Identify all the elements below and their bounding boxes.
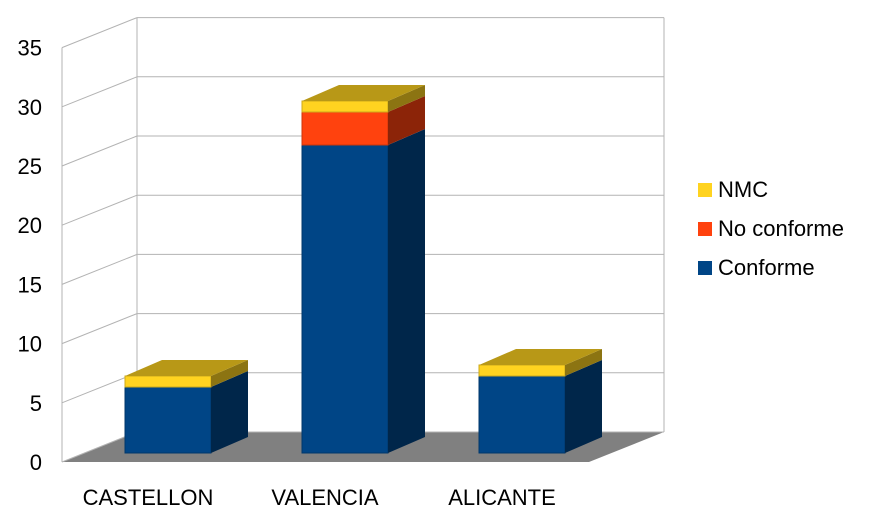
bar-top-alicante-nmc <box>479 349 602 365</box>
legend-swatch-conforme <box>698 260 712 275</box>
y-tick-label: 25 <box>18 154 42 179</box>
bar-side-valencia-nmc <box>388 85 425 112</box>
wall-gridline <box>61 17 138 49</box>
bar-side-alicante-conforme <box>565 360 602 453</box>
bar-top-valencia-nmc <box>302 85 425 101</box>
x-tick-label-castellon: CASTELLON <box>83 485 214 510</box>
bar-valencia-conforme <box>301 144 389 454</box>
bar-castellon-conforme <box>124 386 212 454</box>
bar-side-valencia-no-conforme <box>388 96 425 145</box>
bar-side-valencia-conforme <box>388 129 425 453</box>
bar-side-alicante-nmc <box>565 349 602 376</box>
legend-item-no-conforme: No conforme <box>698 209 844 248</box>
legend: NMC No conforme Conforme <box>698 170 844 287</box>
bar-side-castellon-conforme <box>211 371 248 453</box>
bar-castellon-nmc <box>124 375 212 388</box>
bar-side-castellon-nmc <box>211 360 248 387</box>
legend-label-no-conforme: No conforme <box>718 215 844 241</box>
y-tick-label: 35 <box>18 36 42 61</box>
y-tick-label: 0 <box>30 450 42 475</box>
wall-gridline <box>61 76 138 108</box>
legend-swatch-nmc <box>698 182 712 197</box>
bar-alicante-conforme <box>478 375 566 454</box>
wall-gridline <box>61 253 138 285</box>
bar-valencia-nmc <box>301 100 389 113</box>
legend-swatch-no-conforme <box>698 221 712 236</box>
legend-label-nmc: NMC <box>718 176 769 202</box>
bar-top-castellon-nmc <box>125 360 248 376</box>
bar-alicante-nmc <box>478 364 566 377</box>
y-tick-label: 15 <box>18 272 42 297</box>
wall-gridline <box>61 194 138 226</box>
legend-item-conforme: Conforme <box>698 248 844 287</box>
wall-gridline <box>61 313 138 345</box>
y-tick-label: 10 <box>18 332 42 357</box>
bar-valencia-no-conforme <box>301 111 389 146</box>
y-tick-label: 30 <box>18 95 42 120</box>
y-tick-label: 5 <box>30 391 42 416</box>
legend-item-nmc: NMC <box>698 170 844 209</box>
x-tick-label-alicante: ALICANTE <box>448 485 556 510</box>
legend-label-conforme: Conforme <box>718 254 815 280</box>
x-tick-label-valencia: VALENCIA <box>271 485 379 510</box>
wall-gridline <box>61 135 138 167</box>
y-tick-label: 20 <box>18 213 42 238</box>
